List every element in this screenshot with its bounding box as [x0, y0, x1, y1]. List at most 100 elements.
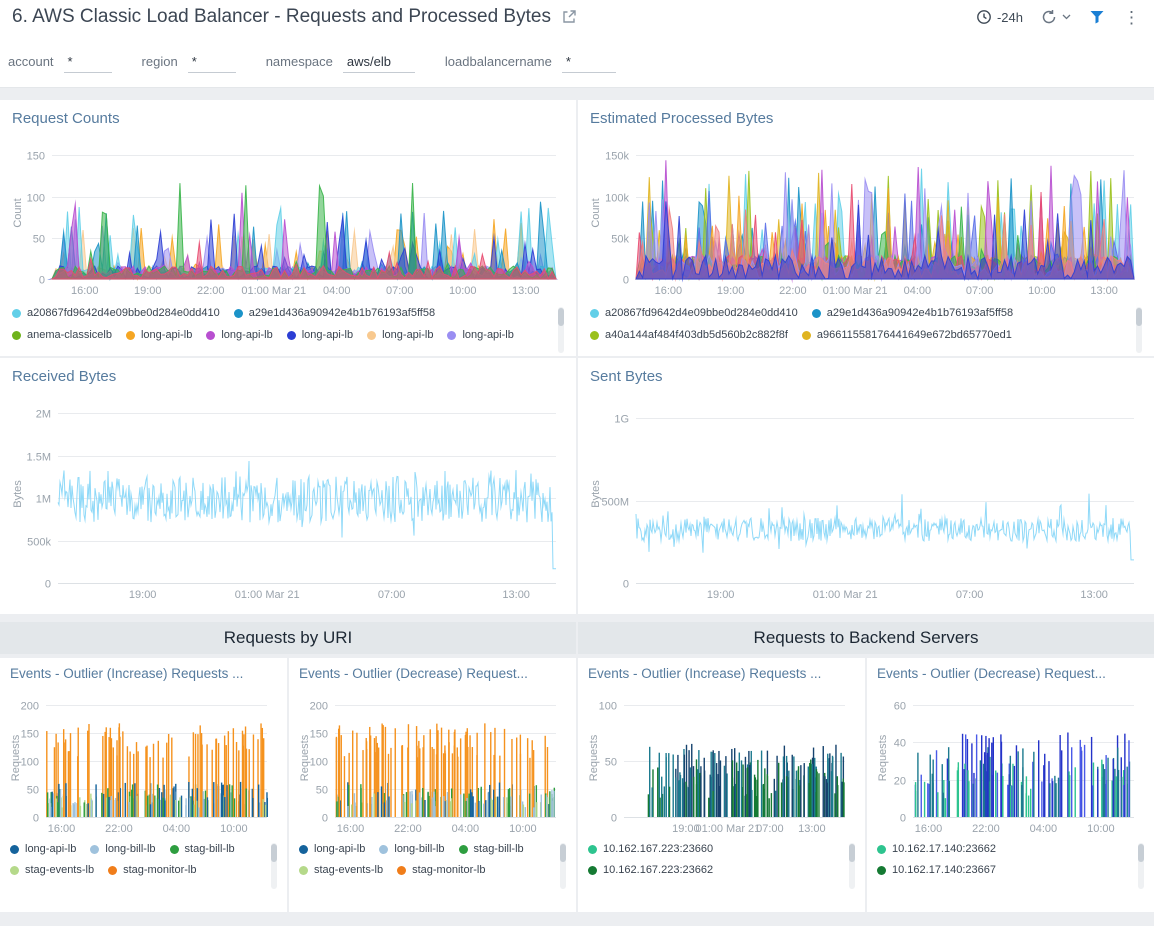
legend-item[interactable]: long-api-lb — [287, 329, 353, 341]
legend-series-label: 10.162.17.140:23667 — [892, 864, 996, 876]
legend-item[interactable]: stag-bill-lb — [459, 843, 524, 855]
panel-title: Events - Outlier (Decrease) Request... — [299, 666, 566, 681]
legend-series-dot — [877, 866, 886, 875]
panel-estimated-processed-bytes: Estimated Processed Bytes a20867fd9642d4… — [578, 100, 1154, 356]
legend-scrollbar-thumb[interactable] — [558, 308, 564, 326]
filter-region-input[interactable]: * — [188, 52, 236, 73]
filter-account: account * — [8, 52, 112, 73]
legend-item[interactable]: 10.162.17.140:23662 — [877, 843, 996, 855]
legend-item[interactable]: 10.162.167.223:23662 — [588, 864, 713, 876]
legend-series-label: a29e1d436a90942e4b1b76193af5ff58 — [827, 307, 1013, 319]
legend-item[interactable]: long-api-lb — [299, 843, 365, 855]
received-bytes-chart[interactable] — [12, 391, 564, 603]
legend-item[interactable]: long-bill-lb — [379, 843, 444, 855]
legend-item[interactable]: long-api-lb — [206, 329, 272, 341]
legend-item[interactable]: a20867fd9642d4e09bbe0d284e0dd410 — [12, 307, 220, 319]
legend-series-label: long-api-lb — [302, 329, 353, 341]
panel-title: Sent Bytes — [590, 368, 1142, 385]
legend-series-label: a96611558176441649e672bd65770ed1 — [817, 329, 1012, 341]
legend-series-label: anema-classicelb — [27, 329, 112, 341]
legend-series-dot — [287, 331, 296, 340]
legend-series-dot — [379, 845, 388, 854]
legend-series-label: stag-events-lb — [25, 864, 94, 876]
legend-item[interactable]: stag-monitor-lb — [108, 864, 196, 876]
legend-item[interactable]: stag-events-lb — [299, 864, 383, 876]
legend-item[interactable]: long-api-lb — [447, 329, 513, 341]
legend-item[interactable]: a20867fd9642d4e09bbe0d284e0dd410 — [590, 307, 798, 319]
legend-scrollbar-thumb[interactable] — [560, 844, 566, 862]
legend-area: 10.162.167.223:23660 10.162.167.223:23662 — [588, 843, 855, 876]
legend-item[interactable]: long-bill-lb — [90, 843, 155, 855]
legend: a20867fd9642d4e09bbe0d284e0dd410 a29e1d43… — [590, 307, 1126, 341]
legend-series-dot — [10, 866, 19, 875]
time-range-button[interactable]: -24h — [976, 9, 1023, 25]
legend-item[interactable]: long-api-lb — [10, 843, 76, 855]
request-counts-chart[interactable] — [12, 133, 564, 299]
legend-series-label: long-bill-lb — [394, 843, 444, 855]
panel-outlier-increase-backend: Events - Outlier (Increase) Requests ...… — [578, 658, 865, 912]
panel-title: Events - Outlier (Increase) Requests ... — [588, 666, 855, 681]
legend-item[interactable]: a40a144af484f403db5d560b2c882f8f — [590, 329, 788, 341]
clock-icon — [976, 9, 992, 25]
legend-item[interactable]: 10.162.167.223:23660 — [588, 843, 713, 855]
legend-series-label: 10.162.167.223:23660 — [603, 843, 713, 855]
legend-item[interactable]: stag-monitor-lb — [397, 864, 485, 876]
middle-panels-row: Received Bytes Sent Bytes — [0, 358, 1154, 614]
legend-scrollbar-thumb[interactable] — [1138, 844, 1144, 862]
panel-sent-bytes: Sent Bytes — [578, 358, 1154, 614]
legend-scrollbar[interactable] — [558, 307, 564, 353]
outlier-increase-backend-chart[interactable] — [588, 685, 853, 837]
legend-scrollbar[interactable] — [849, 843, 855, 889]
legend-item[interactable]: 10.162.17.140:23667 — [877, 864, 996, 876]
legend-series-dot — [170, 845, 179, 854]
refresh-button[interactable] — [1041, 9, 1071, 25]
legend-series-dot — [447, 331, 456, 340]
legend-series-label: a40a144af484f403db5d560b2c882f8f — [605, 329, 788, 341]
legend-series-label: stag-bill-lb — [185, 843, 235, 855]
legend-item[interactable]: a29e1d436a90942e4b1b76193af5ff58 — [812, 307, 1013, 319]
legend-item[interactable]: long-api-lb — [126, 329, 192, 341]
legend-scrollbar-thumb[interactable] — [1136, 308, 1142, 326]
filter-account-input[interactable]: * — [64, 52, 112, 73]
sent-bytes-chart[interactable] — [590, 391, 1142, 603]
legend-scrollbar[interactable] — [271, 843, 277, 889]
dashboard-header: 6. AWS Classic Load Balancer - Requests … — [0, 0, 1154, 34]
panel-title: Events - Outlier (Decrease) Request... — [877, 666, 1144, 681]
legend-scrollbar-thumb[interactable] — [271, 844, 277, 862]
filter-namespace-input[interactable]: aws/elb — [343, 52, 415, 73]
bottom-panels-row: Events - Outlier (Increase) Requests ...… — [0, 658, 1154, 912]
legend-series-dot — [397, 866, 406, 875]
legend-item[interactable]: long-api-lb — [367, 329, 433, 341]
outlier-decrease-backend-chart[interactable] — [877, 685, 1142, 837]
filter-bar: account * region * namespace aws/elb loa… — [0, 34, 1154, 88]
filter-toggle-button[interactable] — [1089, 9, 1105, 25]
legend-scrollbar[interactable] — [1138, 843, 1144, 889]
legend-series-dot — [90, 845, 99, 854]
legend-series-label: 10.162.167.223:23662 — [603, 864, 713, 876]
legend-item[interactable]: a29e1d436a90942e4b1b76193af5ff58 — [234, 307, 435, 319]
processed-bytes-chart[interactable] — [590, 133, 1142, 299]
legend: long-api-lb long-bill-lb stag-bill-lb stag-… — [299, 843, 550, 876]
legend-item[interactable]: a96611558176441649e672bd65770ed1 — [802, 329, 1012, 341]
panel-outlier-decrease-uri: Events - Outlier (Decrease) Request... l… — [289, 658, 576, 912]
more-options-button[interactable]: ⋮ — [1123, 9, 1140, 26]
panel-title: Received Bytes — [12, 368, 564, 385]
legend-area: a20867fd9642d4e09bbe0d284e0dd410 a29e1d43… — [12, 307, 564, 341]
legend-scrollbar[interactable] — [1136, 307, 1142, 353]
filter-region: region * — [142, 52, 236, 73]
outlier-increase-uri-chart[interactable] — [10, 685, 275, 837]
filter-loadbalancername-input[interactable]: * — [562, 52, 616, 73]
section-header-requests-by-uri[interactable]: Requests by URI — [0, 622, 576, 654]
legend-series-dot — [588, 866, 597, 875]
outlier-decrease-uri-chart[interactable] — [299, 685, 564, 837]
legend: a20867fd9642d4e09bbe0d284e0dd410 a29e1d43… — [12, 307, 548, 341]
legend-scrollbar[interactable] — [560, 843, 566, 889]
legend-series-label: long-api-lb — [314, 843, 365, 855]
legend-item[interactable]: stag-bill-lb — [170, 843, 235, 855]
legend-scrollbar-thumb[interactable] — [849, 844, 855, 862]
legend-item[interactable]: anema-classicelb — [12, 329, 112, 341]
legend-series-dot — [206, 331, 215, 340]
legend-item[interactable]: stag-events-lb — [10, 864, 94, 876]
section-header-requests-backend[interactable]: Requests to Backend Servers — [578, 622, 1154, 654]
share-icon[interactable] — [561, 9, 577, 25]
